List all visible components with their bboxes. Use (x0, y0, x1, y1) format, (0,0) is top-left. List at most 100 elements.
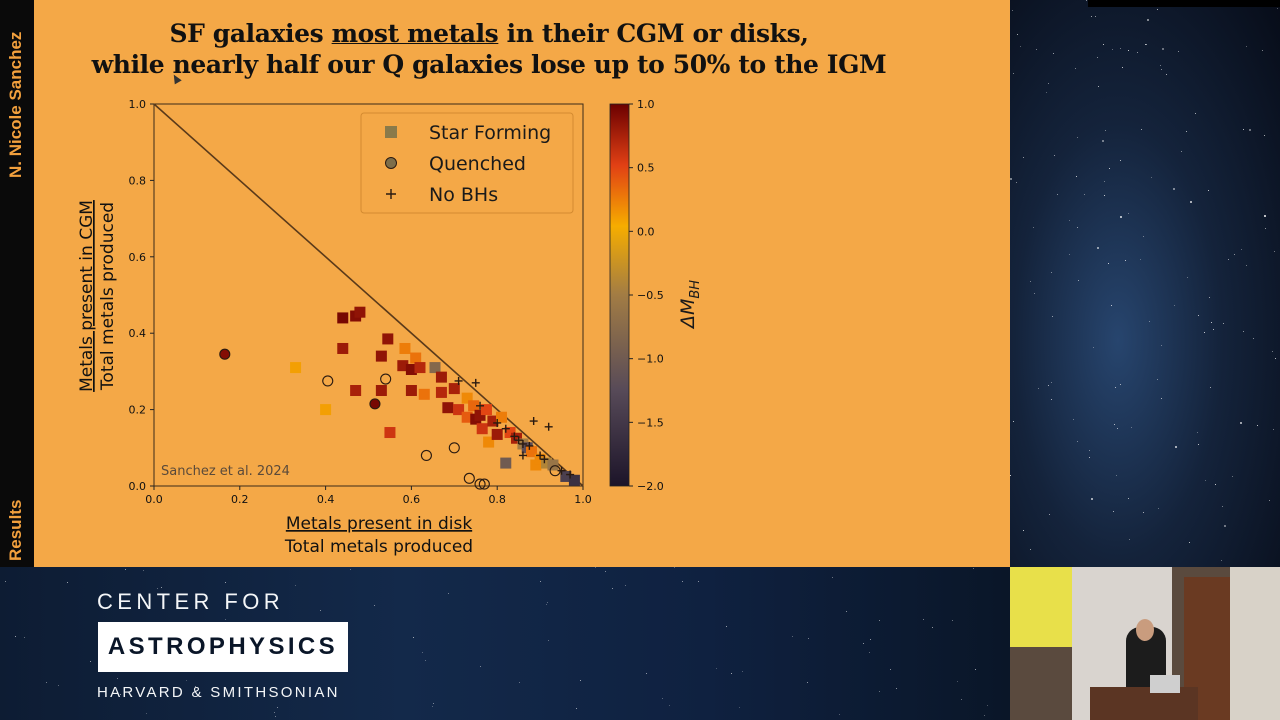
star-dot (146, 713, 147, 714)
star-dot (792, 636, 793, 637)
star-dot (432, 706, 433, 707)
quenched-marker (219, 348, 231, 360)
star-forming-marker (541, 457, 553, 469)
star-dot (1038, 388, 1039, 389)
star-dot (90, 661, 91, 662)
star-dot (726, 626, 727, 627)
colorbar-tick-label: −1.5 (637, 416, 664, 429)
star-dot (1205, 480, 1206, 481)
one-to-one-line (153, 103, 584, 487)
no-bh-marker (536, 451, 545, 460)
star-dot (374, 605, 375, 606)
star-dot (1102, 140, 1104, 142)
star-dot (1131, 427, 1132, 428)
star-dot (896, 688, 897, 689)
section-label: Results (6, 499, 25, 561)
star-dot (1221, 560, 1222, 561)
star-dot (1109, 168, 1110, 169)
star-dot (869, 652, 870, 653)
axis-labels: Metals present in disk Total metals produ… (77, 200, 473, 557)
no-bh-marker (471, 378, 480, 387)
star-dot (975, 669, 976, 670)
star-dot (739, 707, 740, 708)
star-dot (1020, 46, 1021, 47)
star-dot (1010, 178, 1012, 180)
title-line-1-post: in their CGM or disks, (498, 19, 809, 48)
star-dot (274, 712, 275, 713)
star-forming-marker (405, 363, 417, 375)
star-dot (1116, 475, 1117, 476)
top-black-bar (1088, 0, 1280, 7)
title-line-1: SF galaxies most metals in their CGM or … (34, 18, 944, 49)
star-dot (186, 680, 187, 681)
star-dot (1264, 135, 1265, 136)
colorbar-tick-label: −1.0 (637, 353, 664, 366)
star-dot (1241, 249, 1242, 250)
star-dot (870, 639, 871, 640)
star-dot (1232, 476, 1233, 477)
star-forming-marker (474, 409, 486, 421)
sidebar: N. Nicole Sanchez Results (0, 0, 34, 567)
star-dot (1161, 398, 1162, 399)
x-tick-label: 1.0 (574, 493, 592, 506)
star-forming-marker (414, 362, 426, 374)
star-dot (1143, 512, 1144, 513)
no-bh-marker (501, 424, 510, 433)
star-dot (1240, 422, 1242, 424)
star-dot (1243, 331, 1244, 332)
star-dot (1104, 181, 1105, 182)
plot-frame (153, 103, 584, 487)
star-dot (1023, 530, 1024, 531)
star-dot (1093, 347, 1094, 348)
star-dot (1228, 259, 1229, 260)
star-dot (1262, 50, 1263, 51)
star-dot (612, 588, 613, 589)
star-dot (742, 671, 743, 672)
star-dot (1112, 49, 1113, 50)
star-dot (1036, 49, 1037, 50)
star-dot (1120, 160, 1121, 161)
star-dot (1095, 16, 1096, 17)
quenched-marker (369, 398, 381, 410)
star-dot (674, 567, 675, 568)
star-forming-marker (448, 383, 460, 395)
star-dot (1160, 65, 1161, 66)
star-dot (1120, 216, 1122, 218)
star-dot (1213, 329, 1214, 330)
quenched-marker (448, 442, 460, 454)
no-bh-marker (476, 401, 485, 410)
star-forming-marker (476, 423, 488, 435)
slide: SF galaxies most metals in their CGM or … (34, 0, 1010, 567)
star-forming-marker (399, 342, 411, 354)
x-tick-label: 0.8 (488, 493, 506, 506)
star-dot (1091, 498, 1093, 500)
star-dot (1145, 44, 1146, 45)
star-dot (1198, 315, 1199, 316)
star-dot (1114, 424, 1115, 425)
star-dot (1046, 92, 1047, 93)
no-bh-marker (525, 441, 534, 450)
star-dot (1211, 322, 1212, 323)
star-dot (1161, 69, 1162, 70)
star-dot (125, 569, 126, 570)
star-dot (1113, 511, 1114, 512)
y-tick-label: 0.0 (129, 480, 147, 493)
star-dot (448, 593, 449, 594)
no-bh-marker (454, 376, 463, 385)
star-dot (1108, 263, 1109, 264)
star-forming-marker (442, 402, 454, 414)
star-dot (987, 705, 988, 706)
star-dot (1190, 201, 1192, 203)
star-dot (1178, 51, 1179, 52)
star-dot (957, 681, 958, 682)
star-dot (1215, 484, 1216, 485)
quenched-marker (322, 375, 334, 387)
star-dot (1149, 321, 1150, 322)
logo-astrophysics: ASTROPHYSICS (107, 633, 339, 660)
star-dot (1097, 57, 1098, 58)
x-axis-label-bottom: Total metals produced (284, 537, 473, 557)
star-dot (1012, 10, 1013, 11)
star-dot (1140, 259, 1141, 260)
star-dot (413, 637, 414, 638)
plot-area: 0.0 0.2 0.4 0.6 0.8 1.0 0.0 0.2 0.4 0.6 0.8 1.0 Sanc… (129, 98, 592, 506)
